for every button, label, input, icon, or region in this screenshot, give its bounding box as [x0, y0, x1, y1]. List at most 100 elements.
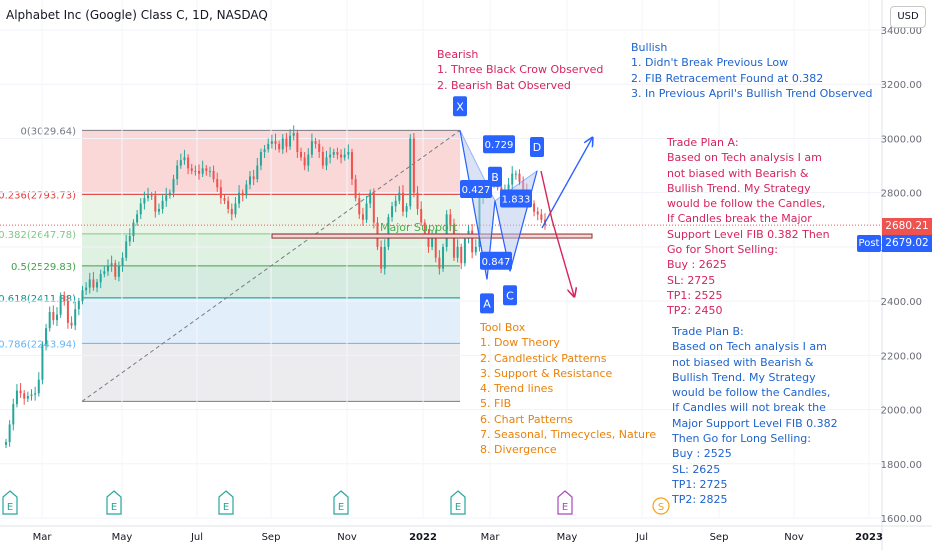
candle	[30, 389, 33, 401]
candle-body	[518, 173, 521, 182]
candle	[48, 306, 51, 332]
candle-body	[249, 176, 252, 185]
candle-body	[369, 192, 372, 204]
candle	[252, 169, 255, 186]
candle	[358, 192, 361, 219]
candle	[340, 149, 343, 164]
candle	[452, 218, 455, 261]
price-tick-label: 3200.00	[881, 80, 922, 91]
candle	[289, 129, 292, 150]
pattern-path	[459, 130, 538, 280]
fib-level-label: 0.382(2647.78)	[0, 230, 76, 241]
candle-body	[52, 311, 55, 321]
candle	[281, 134, 284, 154]
candle-body	[234, 203, 237, 215]
candle-body	[423, 222, 426, 234]
pattern-ratio-label: 1.833	[502, 194, 531, 205]
candle	[19, 382, 22, 398]
candle-body	[106, 265, 109, 272]
candle	[307, 148, 310, 172]
candle-body	[289, 135, 292, 147]
fib-level-label: 0.5(2529.83)	[11, 262, 76, 273]
candle	[442, 243, 445, 272]
candle-body	[208, 170, 211, 172]
candle-body	[427, 233, 430, 247]
candle-body	[198, 170, 201, 174]
candle-body	[292, 133, 295, 136]
candle	[110, 255, 113, 272]
candle	[63, 291, 66, 306]
candle-body	[274, 141, 277, 144]
candle-body	[99, 274, 102, 283]
candle	[37, 372, 40, 397]
candle-body	[383, 246, 386, 269]
candle-body	[219, 187, 222, 199]
candle	[350, 148, 353, 186]
candle-body	[325, 157, 328, 166]
candle	[318, 139, 321, 158]
candle-body	[216, 179, 219, 188]
candle-body	[157, 208, 160, 212]
candle	[85, 282, 88, 295]
pattern-point-label: B	[491, 171, 499, 184]
candle-body	[70, 322, 73, 326]
fib-trend-line	[81, 130, 461, 402]
candle	[59, 292, 62, 318]
candle	[216, 172, 219, 192]
candle	[125, 234, 128, 261]
time-tick-label: Sep	[262, 532, 281, 543]
candle-body	[23, 393, 26, 399]
candle-body	[143, 198, 146, 204]
candle-body	[391, 206, 394, 218]
time-tick-label: Nov	[337, 532, 357, 543]
candle-body	[409, 138, 412, 207]
candle	[183, 149, 186, 165]
candle	[139, 198, 142, 219]
candle-body	[252, 176, 255, 180]
candle-body	[150, 195, 153, 197]
candle-body	[380, 246, 383, 269]
candle-body	[176, 165, 179, 180]
candle-body	[136, 214, 139, 223]
candle-body	[314, 141, 317, 144]
candle-body	[321, 152, 324, 166]
candle-body	[15, 390, 18, 405]
price-tick-label: 1600.00	[881, 514, 922, 525]
candle-body	[147, 195, 150, 199]
pattern-ratio-box	[500, 189, 532, 208]
price-tick-label: 2800.00	[881, 189, 922, 200]
event-marker-label: E	[338, 502, 344, 513]
candle	[540, 208, 543, 224]
candle	[103, 265, 106, 278]
candle-body	[161, 200, 164, 209]
candle-body	[201, 168, 204, 174]
time-tick-label: Jul	[635, 532, 648, 543]
candle-body	[416, 192, 419, 209]
candle	[15, 384, 18, 408]
fib-level-label: 0.236(2793.73)	[0, 190, 76, 201]
candle-body	[74, 309, 77, 326]
candle	[121, 252, 124, 272]
earnings-marker	[106, 490, 122, 515]
candle	[511, 166, 514, 190]
candle-body	[412, 138, 415, 193]
candle	[278, 140, 281, 153]
candle-body	[296, 133, 299, 152]
candle	[445, 210, 448, 252]
candle	[438, 250, 441, 275]
candle-body	[45, 328, 48, 345]
candle	[405, 202, 408, 218]
candle-body	[267, 143, 270, 150]
support-label: Major Support	[380, 221, 458, 234]
candle-body	[241, 192, 244, 196]
last-price-tag: 2680.21	[882, 218, 932, 235]
candle-body	[420, 208, 423, 223]
candle	[409, 134, 412, 210]
candle-body	[434, 236, 437, 258]
currency-button[interactable]: USD	[890, 6, 926, 28]
candle	[394, 195, 397, 213]
candle-body	[77, 301, 80, 310]
pattern-point-c	[503, 285, 517, 306]
candle	[52, 305, 55, 325]
